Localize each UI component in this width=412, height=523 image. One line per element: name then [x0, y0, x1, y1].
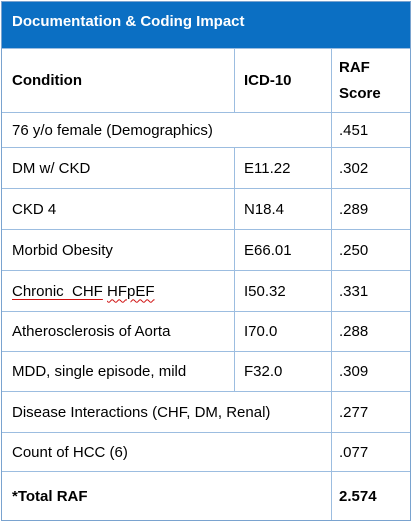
- row-icd: E11.22: [244, 159, 291, 177]
- row-icd: N18.4: [244, 200, 285, 218]
- header-raf-line2: Score: [339, 84, 381, 102]
- row-icd: I70.0: [244, 323, 278, 340]
- table-row: Atherosclerosis of Aorta I70.0 .288: [2, 311, 410, 351]
- row-icd: F32.0: [244, 363, 283, 380]
- table-row: Chronic CHF HFpEF I50.32 .331: [2, 270, 410, 311]
- row-condition: Chronic CHF HFpEF: [2, 271, 234, 311]
- row-condition: CKD 4: [12, 200, 57, 218]
- total-label: *Total RAF: [12, 487, 88, 505]
- header-icd10: ICD-10: [244, 72, 292, 89]
- row-raf: .302: [339, 159, 369, 177]
- table-row: CKD 4 N18.4 .289: [2, 188, 410, 229]
- table-row: MDD, single episode, mild F32.0 .309: [2, 351, 410, 391]
- table-row: Count of HCC (6) .077: [2, 432, 410, 471]
- row-raf: .309: [339, 363, 369, 380]
- total-raf: 2.574: [339, 487, 377, 505]
- row-icd: I50.32: [244, 282, 286, 300]
- row-condition: Disease Interactions (CHF, DM, Renal): [12, 403, 271, 421]
- table-row: DM w/ CKD E11.22 .302: [2, 147, 410, 188]
- row-condition: Count of HCC (6): [12, 443, 128, 461]
- table-row: 76 y/o female (Demographics) .451: [2, 112, 410, 147]
- header-raf-line1: RAF: [339, 58, 370, 76]
- total-row: *Total RAF 2.574: [2, 471, 410, 520]
- row-raf: .331: [339, 282, 369, 300]
- row-raf: .289: [339, 200, 369, 218]
- row-raf: .288: [339, 323, 369, 340]
- row-raf: .250: [339, 241, 369, 259]
- row-condition: MDD, single episode, mild: [12, 363, 187, 380]
- table-title: Documentation & Coding Impact: [2, 2, 410, 48]
- row-raf: .451: [339, 121, 369, 139]
- table-row: Morbid Obesity E66.01 .250: [2, 229, 410, 270]
- header-raf-score: RAF Score: [331, 49, 410, 112]
- row-icd: E66.01: [244, 241, 292, 259]
- row-raf: .077: [339, 443, 369, 461]
- condition-chronic-chf: Chronic CHF: [12, 282, 103, 300]
- header-condition: Condition: [12, 72, 82, 89]
- row-condition: Morbid Obesity: [12, 241, 113, 259]
- row-condition: 76 y/o female (Demographics): [12, 121, 213, 139]
- row-condition: Atherosclerosis of Aorta: [12, 323, 171, 340]
- row-condition: DM w/ CKD: [12, 159, 91, 177]
- table-row: Disease Interactions (CHF, DM, Renal) .2…: [2, 391, 410, 432]
- condition-hfpef: HFpEF: [107, 282, 155, 300]
- header-row: Condition ICD-10 RAF Score: [2, 48, 410, 112]
- row-raf: .277: [339, 403, 369, 421]
